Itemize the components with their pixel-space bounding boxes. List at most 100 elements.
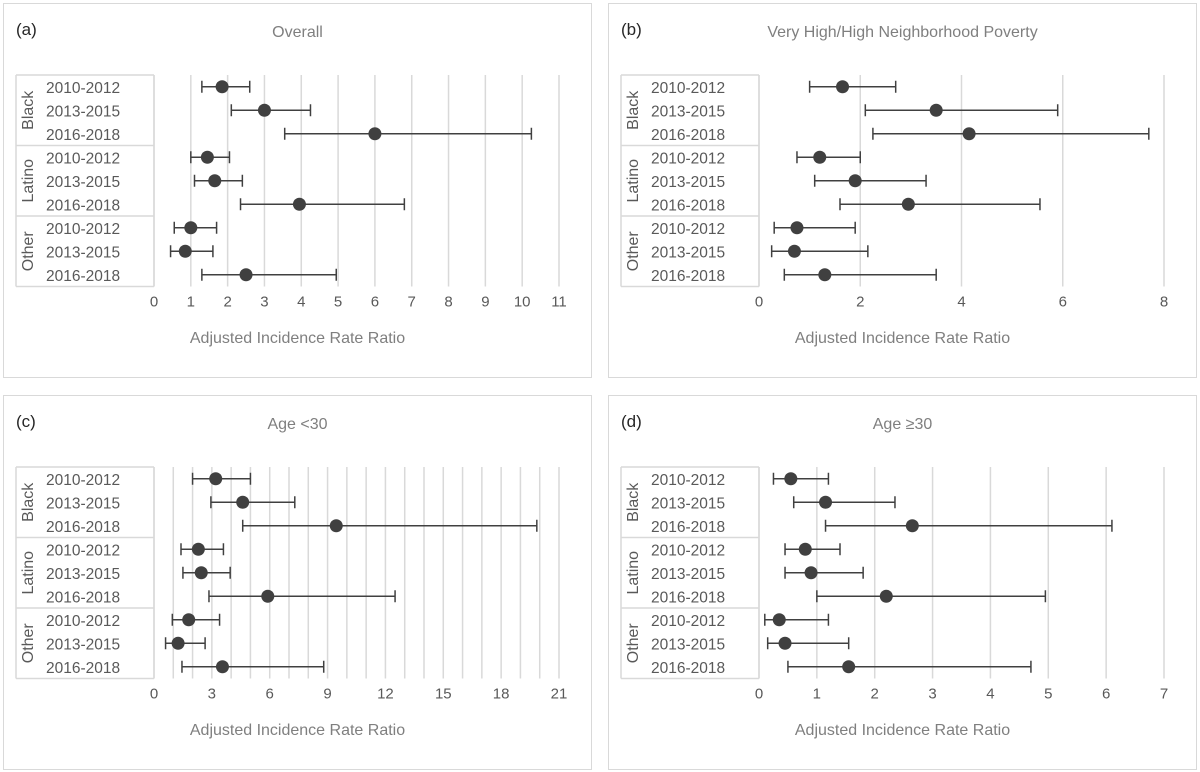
x-tick-label: 10 <box>514 294 531 311</box>
estimate-point <box>368 127 382 141</box>
period-label: 2013-2015 <box>46 244 120 261</box>
period-label: 2016-2018 <box>651 589 725 606</box>
period-label: 2016-2018 <box>651 197 725 214</box>
forest-plot-b: 0 2 4 6 8 Black 2010-2012 2013-2015 2016-2018 Lat… <box>620 74 1168 311</box>
x-tick-label: 4 <box>297 294 305 311</box>
estimate-point <box>171 636 185 650</box>
period-label: 2013-2015 <box>651 495 725 512</box>
period-label: 2013-2015 <box>651 174 725 191</box>
estimate-point <box>813 150 827 164</box>
estimate-point <box>257 103 271 117</box>
forest-plot-d: 0 1 2 3 4 5 6 7 Black 2010-2012 2013-2015 2016-2018… <box>620 466 1168 703</box>
estimate-point <box>329 519 343 533</box>
period-label: 2010-2012 <box>651 221 725 238</box>
period-label: 2013-2015 <box>46 566 120 583</box>
x-tick-label: 21 <box>551 686 568 703</box>
period-label: 2016-2018 <box>651 519 725 536</box>
x-tick-label: 0 <box>755 686 763 703</box>
estimate-point <box>962 127 976 141</box>
x-tick-label: 6 <box>1059 294 1067 311</box>
period-label: 2016-2018 <box>651 268 725 285</box>
group-label: Latino <box>20 159 37 203</box>
period-label: 2013-2015 <box>651 244 725 261</box>
chart-title: Very High/High Neighborhood Poverty <box>767 24 1038 41</box>
x-axis-label: Adjusted Incidence Rate Ratio <box>189 330 406 347</box>
period-label: 2013-2015 <box>651 636 725 653</box>
period-label: 2013-2015 <box>46 495 120 512</box>
x-tick-label: 6 <box>371 294 379 311</box>
period-label: 2010-2012 <box>651 613 725 630</box>
period-label: 2016-2018 <box>46 268 120 285</box>
estimate-point <box>261 589 275 603</box>
group-label: Black <box>625 482 642 522</box>
x-tick-label: 3 <box>928 686 936 703</box>
period-label: 2016-2018 <box>46 660 120 677</box>
panel-c: (c) Age <30 0 3 6 9 12 15 18 21 Black 2010-2012 20… <box>3 395 592 770</box>
estimate-point <box>819 495 833 509</box>
period-label: 2010-2012 <box>651 542 725 559</box>
x-tick-label: 1 <box>187 294 195 311</box>
period-label: 2010-2012 <box>46 613 120 630</box>
period-label: 2013-2015 <box>46 174 120 191</box>
estimate-point <box>842 660 856 674</box>
x-tick-label: 2 <box>871 686 879 703</box>
panel-label: (d) <box>621 412 642 431</box>
estimate-point <box>209 472 223 486</box>
estimate-point <box>836 80 850 94</box>
estimate-point <box>194 566 208 580</box>
estimate-point <box>772 613 786 627</box>
period-label: 2016-2018 <box>46 127 120 144</box>
x-tick-label: 5 <box>334 294 342 311</box>
estimate-point <box>178 244 192 258</box>
forest-plot-c: 0 3 6 9 12 15 18 21 Black 2010-2012 2013-2015 2016-… <box>15 466 568 703</box>
period-label: 2010-2012 <box>46 542 120 559</box>
x-tick-label: 7 <box>408 294 416 311</box>
estimate-point <box>292 197 306 211</box>
period-label: 2010-2012 <box>46 472 120 489</box>
x-tick-label: 18 <box>493 686 510 703</box>
group-label: Latino <box>20 551 37 595</box>
x-tick-label: 3 <box>260 294 268 311</box>
group-label: Black <box>20 482 37 522</box>
x-tick-label: 12 <box>377 686 394 703</box>
period-label: 2016-2018 <box>46 589 120 606</box>
estimate-point <box>790 221 804 235</box>
panel-label: (c) <box>16 412 36 431</box>
x-tick-label: 0 <box>755 294 763 311</box>
estimate-point <box>182 613 196 627</box>
panel-d: (d) Age ≥30 0 1 2 3 4 5 6 7 Black 2010-2012 2013-2… <box>608 395 1197 770</box>
forest-plot-a: 0 1 2 3 4 5 6 7 8 9 10 11 Black 2010-2012 2013-2015 201… <box>15 74 567 311</box>
estimate-point <box>191 542 205 556</box>
x-tick-label: 6 <box>266 686 274 703</box>
x-tick-label: 2 <box>856 294 864 311</box>
group-label: Black <box>625 90 642 130</box>
estimate-point <box>784 472 798 486</box>
x-tick-label: 8 <box>444 294 452 311</box>
x-tick-label: 9 <box>481 294 489 311</box>
x-axis-label: Adjusted Incidence Rate Ratio <box>794 330 1011 347</box>
x-tick-label: 4 <box>957 294 965 311</box>
group-label: Latino <box>625 551 642 595</box>
period-label: 2010-2012 <box>46 80 120 97</box>
period-label: 2016-2018 <box>651 660 725 677</box>
estimate-point <box>778 636 792 650</box>
period-label: 2013-2015 <box>651 566 725 583</box>
estimate-point <box>798 542 812 556</box>
period-label: 2010-2012 <box>46 221 120 238</box>
x-tick-label: 0 <box>150 686 158 703</box>
group-label: Other <box>625 623 642 664</box>
estimate-point <box>239 268 253 282</box>
x-tick-label: 11 <box>551 294 567 311</box>
period-label: 2010-2012 <box>651 80 725 97</box>
chart-title: Age ≥30 <box>872 416 933 433</box>
period-label: 2013-2015 <box>46 103 120 120</box>
estimate-point <box>215 660 229 674</box>
x-tick-label: 0 <box>150 294 158 311</box>
estimate-point <box>787 244 801 258</box>
x-tick-label: 3 <box>208 686 216 703</box>
x-tick-label: 5 <box>1044 686 1052 703</box>
estimate-point <box>804 566 818 580</box>
period-label: 2010-2012 <box>651 150 725 167</box>
group-label: Other <box>20 623 37 664</box>
period-label: 2016-2018 <box>46 197 120 214</box>
